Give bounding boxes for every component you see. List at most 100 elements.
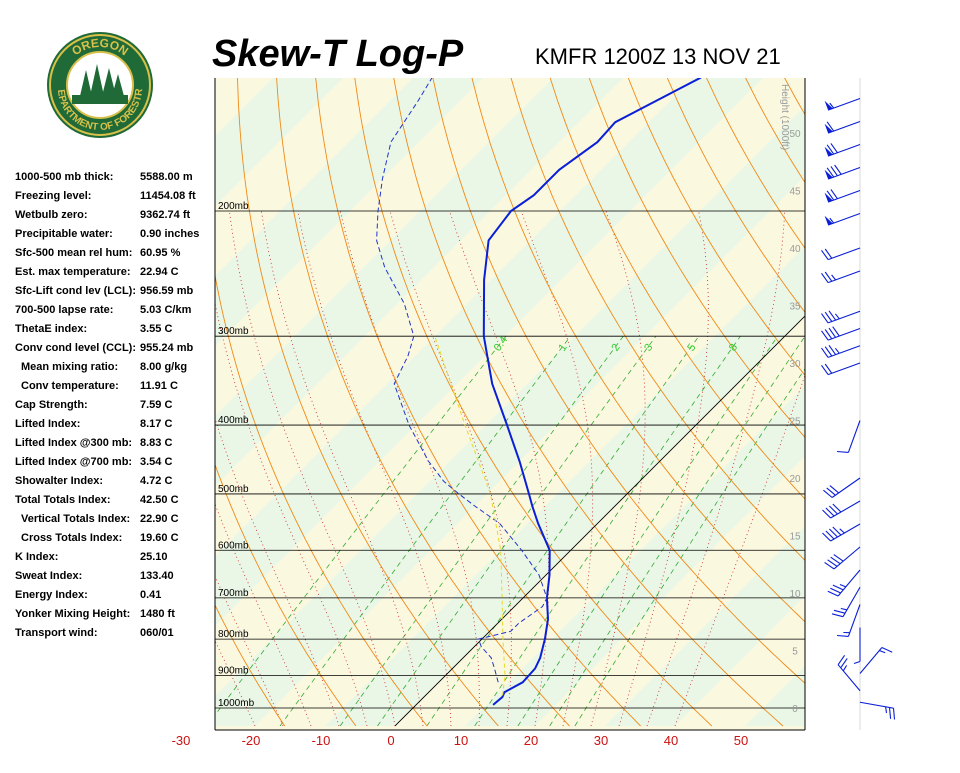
index-value: 0.90 inches [140, 228, 199, 240]
wind-barb-shaft [848, 605, 860, 637]
wind-barb-half-flag [841, 609, 847, 610]
index-label: Est. max temperature: [15, 266, 131, 278]
index-label: 1000-500 mb thick: [15, 171, 113, 183]
wind-barb [825, 99, 860, 111]
wind-barb [837, 421, 860, 453]
wind-barb-half-flag [835, 314, 839, 319]
pressure-label: 1000mb [218, 698, 255, 709]
index-label: Sfc-500 mean rel hum: [15, 247, 132, 259]
index-label: Sfc-Lift cond lev (LCL): [15, 285, 136, 297]
wind-barb [822, 363, 861, 375]
wind-barb [825, 547, 860, 569]
index-value: 5588.00 m [140, 171, 193, 183]
index-value: 11454.08 ft [140, 190, 196, 202]
index-label: Yonker Mixing Height: [15, 608, 130, 620]
index-label: Conv cond level (CCL): [15, 342, 136, 354]
wind-barb [823, 501, 861, 518]
index-label: Freezing level: [15, 190, 91, 202]
wind-barb-shaft [848, 421, 860, 453]
height-tick-label: 30 [789, 359, 801, 370]
wind-barb-flag [830, 588, 840, 593]
index-label: Sweat Index: [15, 570, 82, 582]
index-value: 4.72 C [140, 475, 172, 487]
index-label: Wetbulb zero: [15, 209, 88, 221]
oregon-forestry-logo: OREGON DEPARTMENT OF FORESTRY [0, 0, 153, 138]
x-tick-label: -20 [242, 733, 261, 748]
wind-barb [823, 478, 860, 498]
logo-ground [72, 95, 128, 104]
wind-barb-shaft [828, 122, 860, 134]
height-tick-label: 45 [789, 187, 801, 198]
dry-adiabat-line [928, 0, 960, 726]
index-label: Conv temperature: [21, 380, 119, 392]
index-value: 11.91 C [140, 380, 178, 392]
height-tick-label: 10 [789, 589, 801, 600]
dry-adiabat-line [819, 0, 960, 726]
pressure-label: 400mb [218, 415, 249, 426]
index-value: 8.00 g/kg [140, 361, 187, 373]
index-value: 25.10 [140, 551, 168, 563]
height-tick-label: 40 [789, 244, 801, 255]
wind-barb-shaft [831, 501, 860, 518]
x-tick-label: 40 [664, 733, 678, 748]
index-value: 1480 ft [140, 608, 175, 620]
index-label: Lifted Index @300 mb: [15, 437, 132, 449]
wind-barb-half-flag [840, 529, 845, 533]
dry-adiabat-line [891, 0, 960, 726]
pressure-label: 500mb [218, 484, 249, 495]
pressure-label: 300mb [218, 326, 249, 337]
wind-barb [838, 655, 860, 690]
wind-barb-flag [834, 610, 845, 613]
pressure-label: 600mb [218, 540, 249, 551]
height-axis-label: Height (1000ft) [779, 84, 790, 150]
index-label: Cap Strength: [15, 399, 88, 411]
x-tick-label: 30 [594, 733, 608, 748]
dry-adiabat-line [855, 0, 960, 726]
wind-barb [837, 605, 860, 637]
wind-barbs [822, 99, 895, 720]
index-label: Lifted Index: [15, 418, 80, 430]
pressure-label: 200mb [218, 201, 249, 212]
index-value: 8.17 C [140, 418, 172, 430]
wind-barb [822, 311, 861, 323]
index-label: Cross Totals Index: [21, 532, 122, 544]
wind-barb [825, 122, 860, 134]
index-value: 7.59 C [140, 399, 172, 411]
index-value: 0.41 [140, 589, 161, 601]
index-value: 060/01 [140, 627, 174, 639]
index-label: ThetaE index: [15, 323, 87, 335]
wind-barb [822, 345, 861, 357]
index-value: 19.60 C [140, 532, 179, 544]
height-tick-label: 20 [789, 474, 801, 485]
wind-barb [825, 214, 860, 226]
wind-barb-flag [890, 708, 891, 719]
height-tick-label: 50 [789, 129, 801, 140]
wind-barb-shaft [860, 702, 894, 708]
wind-barb [825, 189, 860, 202]
wind-barb-half-flag [854, 662, 860, 664]
wind-barb-flag [894, 708, 895, 719]
index-label: Transport wind: [15, 627, 98, 639]
height-tick-label: 5 [792, 647, 798, 658]
wind-barb-shaft [828, 248, 860, 260]
height-tick-label: 0 [792, 704, 798, 715]
index-label: Showalter Index: [15, 475, 103, 487]
chart-title: Skew-T Log-P [212, 33, 464, 75]
wind-barb [825, 143, 860, 156]
index-label: Energy Index: [15, 589, 88, 601]
wind-barb-flag [828, 591, 838, 596]
wind-barb-half-flag [835, 348, 839, 353]
wind-barb-flag [832, 614, 843, 617]
index-value: 60.95 % [140, 247, 181, 259]
index-value: 8.83 C [140, 437, 172, 449]
wind-barb-flag [837, 636, 848, 637]
wind-barb-flag [882, 648, 892, 653]
wind-barb [822, 271, 861, 283]
x-tick-label: 10 [454, 733, 468, 748]
wind-barb-flag [833, 585, 843, 590]
station-datetime: KMFR 1200Z 13 NOV 21 [535, 44, 781, 69]
index-value: 42.50 C [140, 494, 179, 506]
